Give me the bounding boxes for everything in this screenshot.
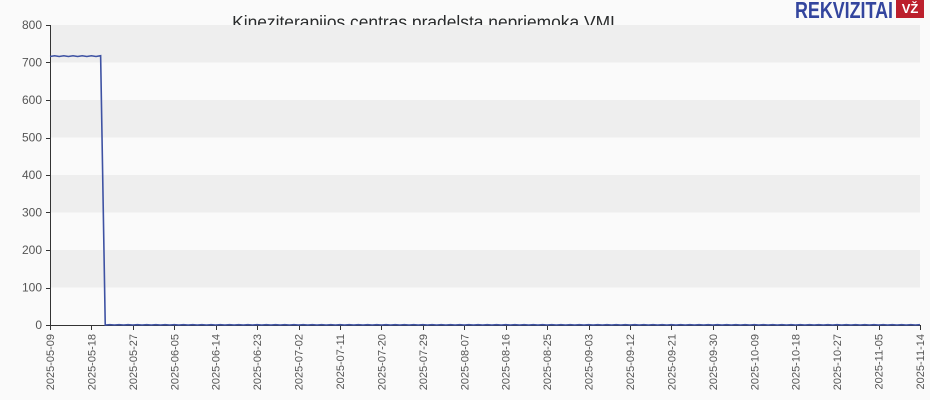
svg-text:2025-08-16: 2025-08-16 <box>501 334 513 390</box>
svg-text:2025-10-27: 2025-10-27 <box>832 334 844 390</box>
svg-text:2025-09-30: 2025-09-30 <box>708 334 720 390</box>
svg-text:800: 800 <box>22 18 42 32</box>
svg-text:2025-10-18: 2025-10-18 <box>791 334 803 390</box>
svg-text:2025-06-05: 2025-06-05 <box>169 334 181 390</box>
svg-text:2025-07-11: 2025-07-11 <box>335 334 347 389</box>
svg-text:2025-05-09: 2025-05-09 <box>45 334 57 390</box>
svg-text:0: 0 <box>35 318 42 332</box>
svg-text:2025-06-14: 2025-06-14 <box>211 334 223 390</box>
svg-text:200: 200 <box>22 243 42 257</box>
svg-text:2025-09-12: 2025-09-12 <box>625 334 637 390</box>
svg-text:2025-05-18: 2025-05-18 <box>86 334 98 390</box>
svg-text:300: 300 <box>22 206 42 220</box>
svg-text:2025-05-27: 2025-05-27 <box>128 334 140 390</box>
svg-text:2025-11-14: 2025-11-14 <box>915 334 927 389</box>
svg-text:2025-07-20: 2025-07-20 <box>376 334 388 390</box>
svg-text:400: 400 <box>22 168 42 182</box>
svg-text:500: 500 <box>22 131 42 145</box>
svg-text:2025-08-07: 2025-08-07 <box>459 334 471 390</box>
svg-text:2025-07-29: 2025-07-29 <box>418 334 430 390</box>
svg-text:2025-06-23: 2025-06-23 <box>252 334 264 390</box>
svg-text:600: 600 <box>22 93 42 107</box>
svg-text:2025-11-05: 2025-11-05 <box>874 334 886 389</box>
svg-text:2025-08-25: 2025-08-25 <box>542 334 554 390</box>
svg-text:2025-09-03: 2025-09-03 <box>584 334 596 390</box>
svg-text:100: 100 <box>22 281 42 295</box>
svg-text:2025-07-02: 2025-07-02 <box>294 334 306 390</box>
svg-text:2025-10-09: 2025-10-09 <box>749 334 761 390</box>
svg-text:2025-09-21: 2025-09-21 <box>666 334 678 390</box>
svg-text:700: 700 <box>22 56 42 70</box>
